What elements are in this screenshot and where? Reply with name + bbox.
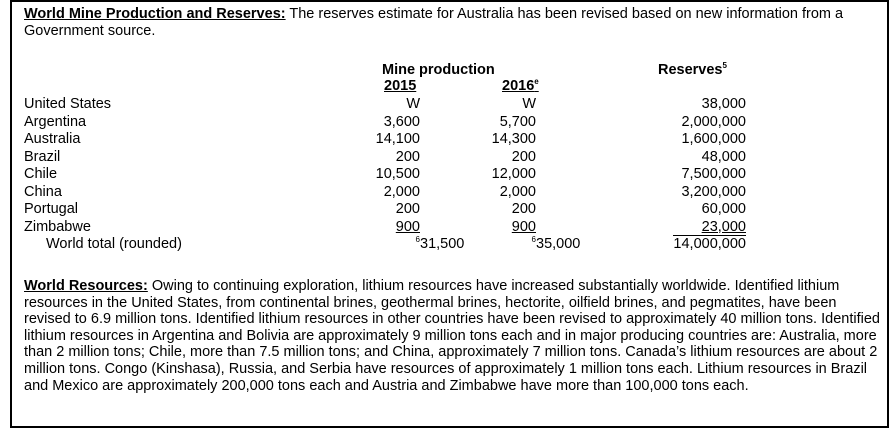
country-name: Zimbabwe (24, 218, 91, 235)
reserves-value: 2,000,000 (681, 113, 746, 130)
reserves-header: Reserves5 (658, 61, 727, 78)
country-name: Australia (24, 131, 81, 147)
total-2015-footnote: 6 (415, 235, 420, 245)
resources-paragraph: World Resources: Owing to continuing exp… (24, 278, 884, 394)
intro-text: The reserves estimate for Australia has … (24, 6, 844, 39)
country-name: Chile (24, 166, 58, 182)
production-2015: W (406, 96, 420, 112)
country-name: United States (24, 96, 112, 112)
document-frame: World Mine Production and Reserves: The … (10, 0, 889, 428)
reserves-value: 38,000 (701, 96, 746, 112)
total-production-2016: 6 35,000 (531, 235, 581, 252)
reserves-value: 3,200,000 (681, 183, 746, 200)
table-row: Zimbabwe 900 900 23,000 (24, 219, 884, 237)
resources-text: Owing to continuing exploration, lithium… (24, 278, 880, 394)
country-name: Portugal (24, 201, 79, 217)
total-2016-footnote: 6 (531, 235, 536, 245)
production-2015: 2,000 (383, 183, 420, 200)
reserves-value: 7,500,000 (681, 166, 746, 182)
estimate-footnote: e (534, 77, 539, 87)
country-name: China (24, 183, 62, 200)
reserves-value: 60,000 (701, 201, 746, 217)
country-name: Argentina (24, 113, 87, 130)
production-2015: 900 (395, 218, 420, 235)
production-2016: 14,300 (491, 131, 536, 147)
production-2016: 200 (511, 148, 536, 165)
year-2015-header: 2015 (384, 78, 417, 94)
production-2016: W (522, 96, 536, 112)
total-reserves: 14,000,000 (673, 235, 746, 252)
reserves-value: 1,600,000 (681, 131, 746, 147)
intro-heading: World Mine Production and Reserves: (24, 6, 286, 22)
resources-heading: World Resources: (24, 278, 148, 294)
reserves-footnote: 5 (722, 61, 727, 71)
mine-production-header: Mine production (382, 62, 495, 78)
production-2016: 200 (511, 201, 536, 217)
reserves-value: 48,000 (701, 148, 746, 165)
production-2015: 200 (395, 201, 420, 217)
production-2015: 10,500 (375, 166, 420, 182)
production-2016: 2,000 (499, 183, 536, 200)
table-row: China 2,000 2,000 3,200,000 (24, 184, 884, 202)
table-row: Argentina 3,600 5,700 2,000,000 (24, 114, 884, 132)
table-row: Australia 14,100 14,300 1,600,000 (24, 131, 884, 149)
table-row: Brazil 200 200 48,000 (24, 149, 884, 167)
intro-paragraph: World Mine Production and Reserves: The … (24, 6, 884, 39)
production-2015: 3,600 (383, 113, 420, 130)
production-2016: 12,000 (491, 166, 536, 182)
table-row: Portugal 200 200 60,000 (24, 201, 884, 219)
total-production-2015: 6 31,500 (415, 235, 465, 252)
country-name: Brazil (24, 148, 61, 165)
table-row: Chile 10,500 12,000 7,500,000 (24, 166, 884, 184)
production-2015: 14,100 (375, 131, 420, 147)
world-total-label: World total (rounded) (46, 236, 182, 252)
table-body: United States W W 38,000 Argentina 3,600… (24, 96, 884, 254)
production-2015: 200 (395, 148, 420, 165)
production-2016: 900 (511, 218, 536, 235)
production-2016: 5,700 (499, 113, 536, 130)
reserves-value: 23,000 (701, 218, 746, 235)
world-total-row: World total (rounded) 6 31,500 6 35,000 14… (24, 235, 884, 254)
table-row: United States W W 38,000 (24, 96, 884, 114)
year-2016-header: 2016e (502, 77, 539, 94)
